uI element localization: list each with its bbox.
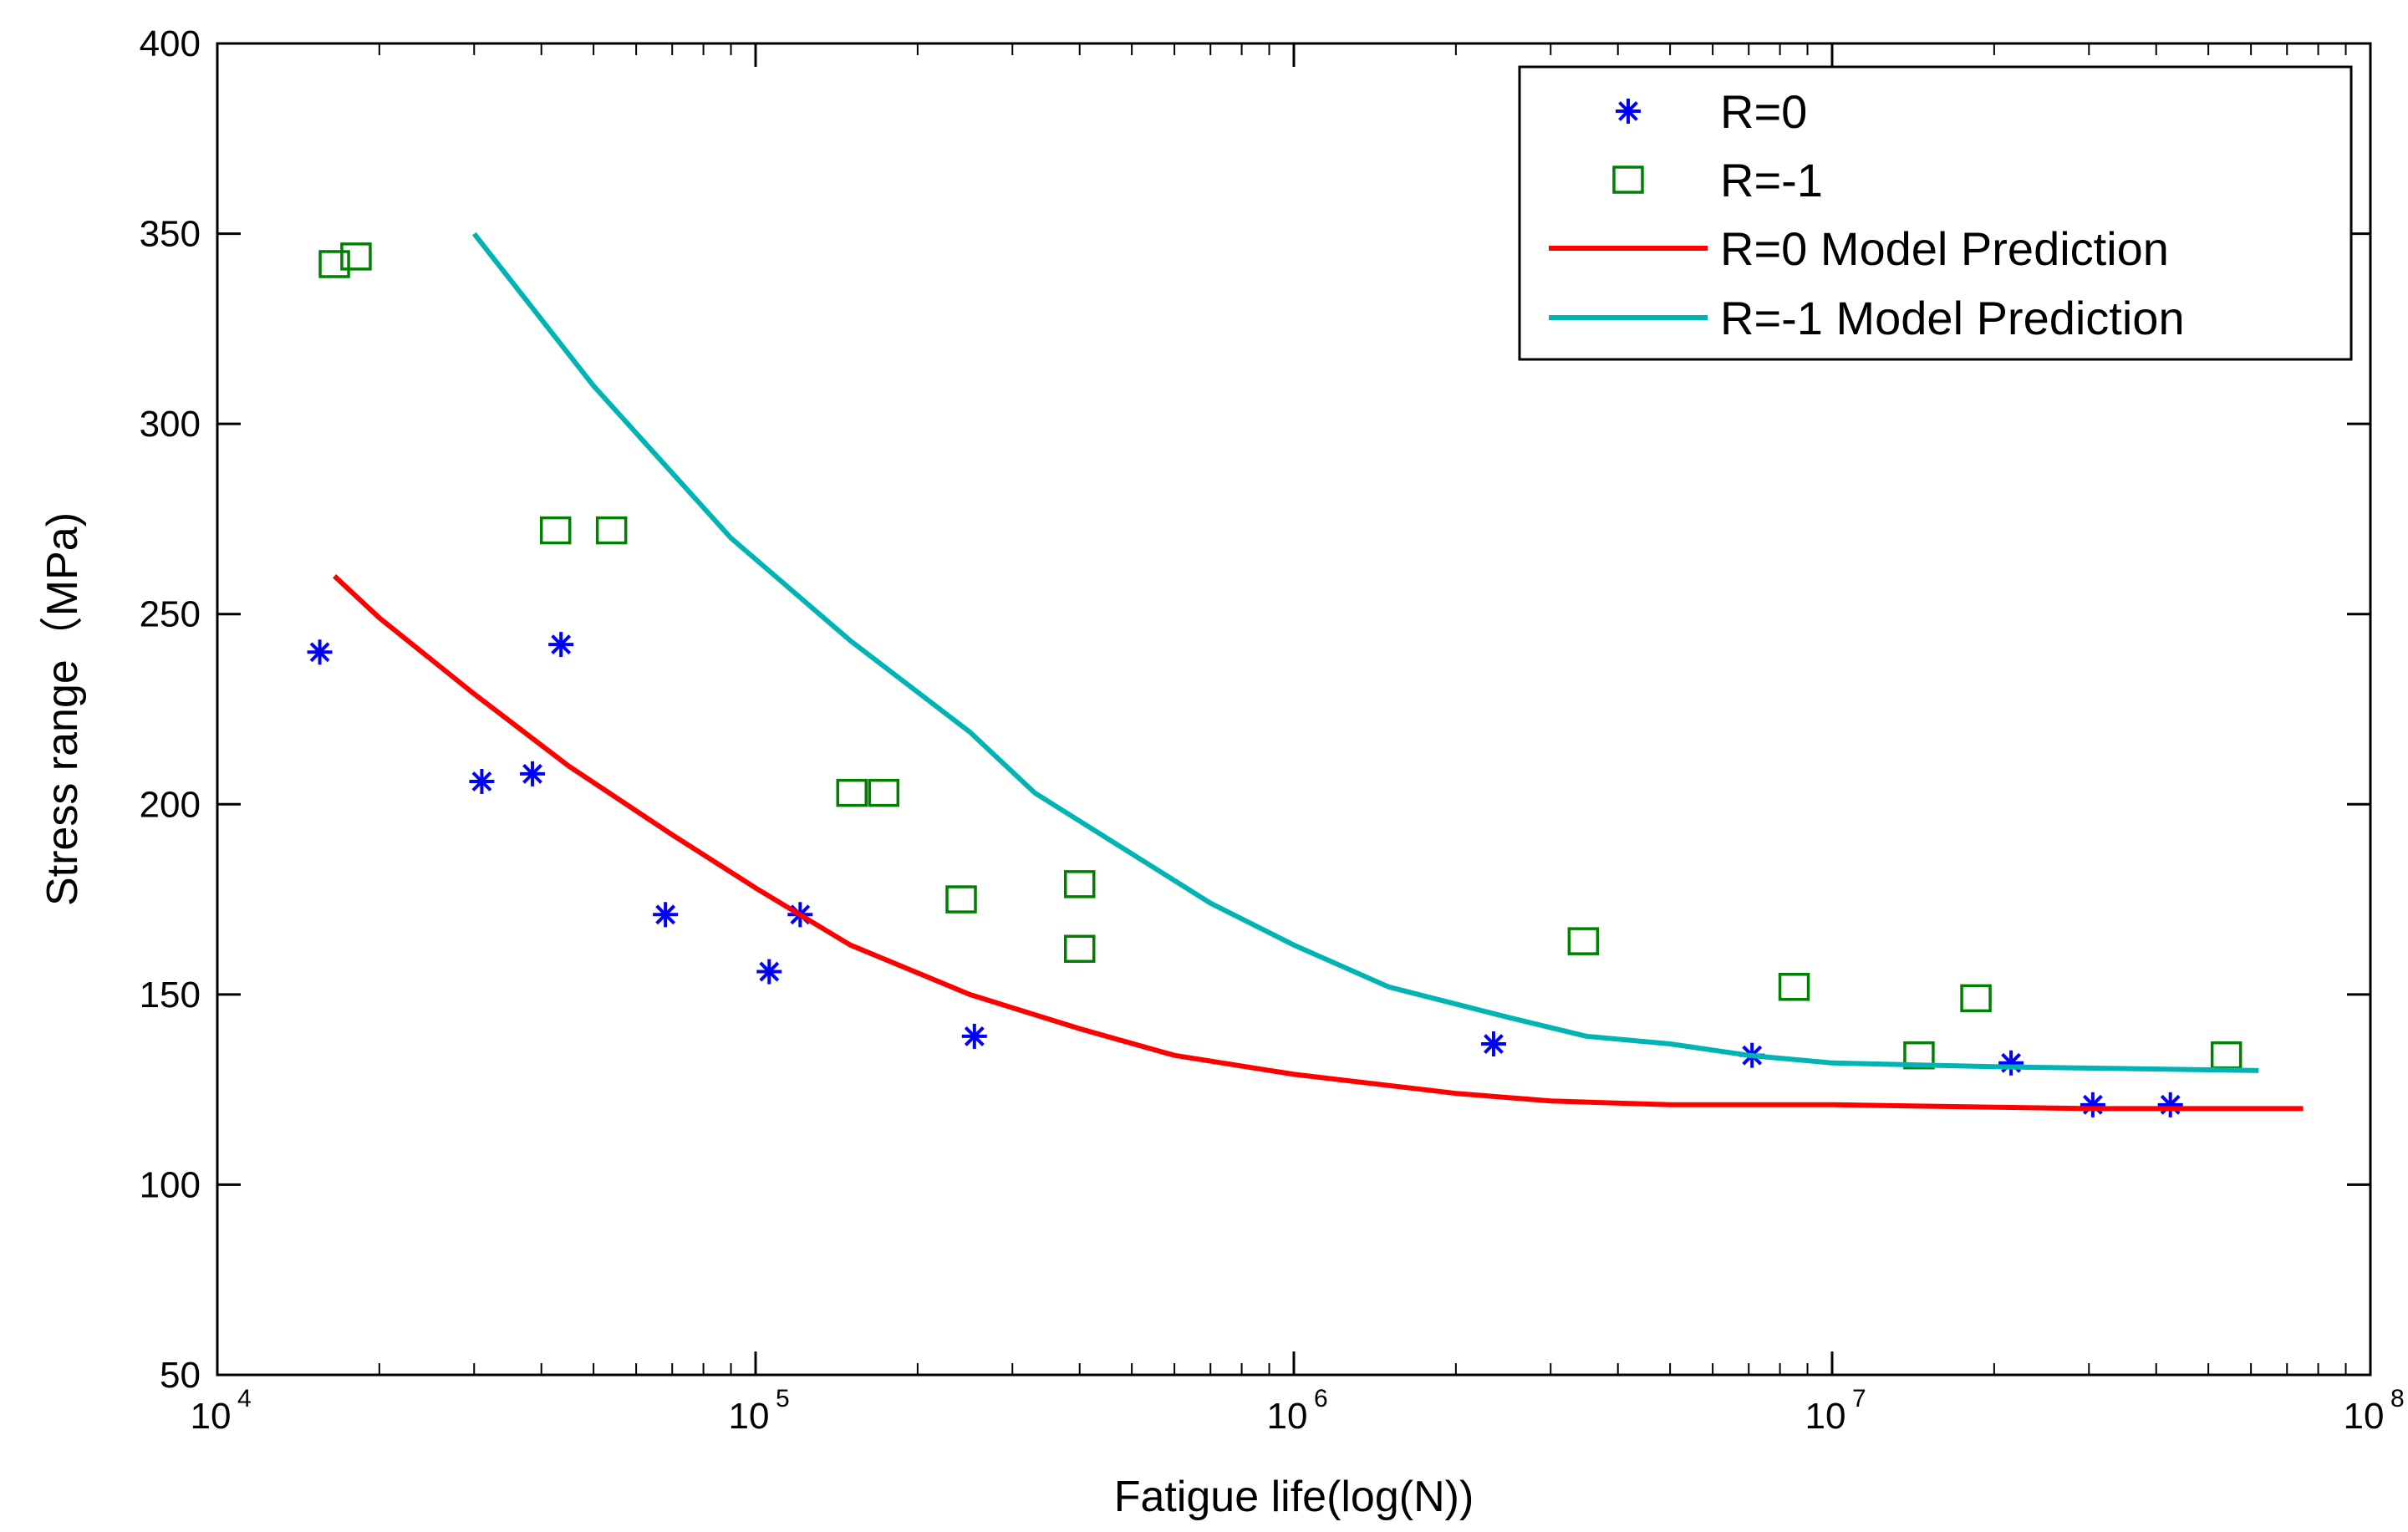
legend-box (1518, 65, 2353, 361)
series-r-1-model-prediction (471, 232, 2259, 1073)
y-tick-label: 250 (140, 594, 201, 635)
data-point-square (1903, 1041, 1935, 1070)
x-tick-exponent: 6 (1314, 1385, 1328, 1412)
data-point-square (595, 516, 628, 545)
data-point-star (548, 632, 574, 658)
series-r-1 (318, 242, 2243, 1070)
y-tick-label: 200 (140, 784, 201, 825)
x-tick-exponent: 7 (1852, 1385, 1866, 1412)
y-tick-label: 300 (140, 404, 201, 445)
x-tick-label: 10 (2344, 1396, 2385, 1437)
y-tick-label: 100 (140, 1164, 201, 1205)
data-point-star (1998, 1050, 2024, 1076)
x-tick-label: 10 (191, 1396, 232, 1437)
y-tick-label: 150 (140, 975, 201, 1015)
legend-swatch-star (1616, 99, 1641, 124)
data-point-square (539, 516, 572, 545)
data-point-square (1063, 934, 1096, 963)
y-tick-label: 400 (140, 23, 201, 64)
x-tick-label: 10 (729, 1396, 770, 1437)
legend-label: R=0 Model Prediction (1720, 222, 2169, 275)
data-point-square (1063, 870, 1096, 898)
model-line (333, 574, 2304, 1112)
data-point-square (868, 778, 900, 807)
data-point-star (1480, 1031, 1506, 1057)
data-point-star (653, 902, 679, 928)
data-point-square (836, 778, 868, 807)
series-r-0 (307, 632, 2183, 1117)
data-point-star (2157, 1092, 2183, 1117)
data-point-star (520, 761, 546, 786)
data-point-star (307, 639, 333, 665)
model-line (471, 232, 2259, 1073)
data-point-star (961, 1023, 987, 1049)
legend-label: R=-1 Model Prediction (1720, 292, 2185, 344)
plot-layer (307, 232, 2304, 1117)
data-point-star (756, 959, 782, 985)
y-tick-label: 50 (160, 1355, 201, 1396)
data-point-square (945, 885, 977, 914)
legend-swatch-square (1612, 165, 1644, 194)
x-axis-label: Fatigue life(log(N)) (1114, 1473, 1474, 1521)
data-point-square (1778, 973, 1810, 1001)
data-point-star (469, 768, 495, 794)
data-point-star (2080, 1092, 2105, 1117)
x-tick-exponent: 4 (237, 1385, 252, 1412)
y-tick-label: 350 (140, 214, 201, 255)
legend-label: R=-1 (1720, 154, 1823, 206)
legend-label: R=0 (1720, 85, 1807, 138)
x-tick-label: 10 (1267, 1396, 1308, 1437)
y-axis-label: Stress range（MPa) (38, 512, 87, 906)
series-r-0-model-prediction (333, 574, 2304, 1112)
x-tick-exponent: 5 (776, 1385, 790, 1412)
data-point-square (1960, 984, 1992, 1013)
data-point-square (1567, 927, 1600, 955)
data-point-square (340, 242, 372, 271)
x-tick-exponent: 8 (2390, 1385, 2405, 1412)
data-point-square (318, 250, 350, 278)
legend: R=0 R=-1 R=0 Model Prediction R=-1 Model Pr… (1518, 65, 2353, 361)
x-tick-label: 10 (1805, 1396, 1846, 1437)
